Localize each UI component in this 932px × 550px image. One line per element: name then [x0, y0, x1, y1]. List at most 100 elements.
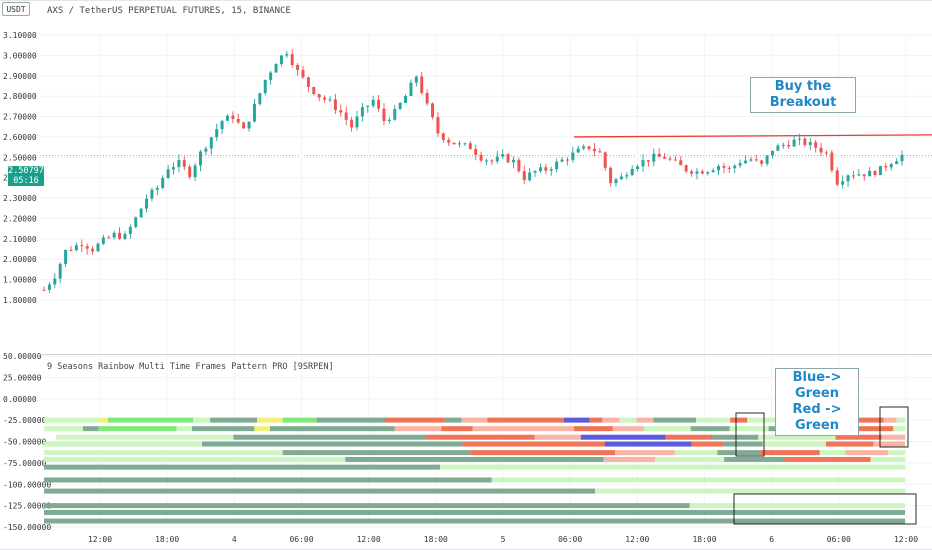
candle-body: [107, 237, 111, 239]
candle-body: [225, 115, 229, 121]
band-segment: [690, 426, 730, 432]
candle-body: [814, 142, 818, 148]
candle-body: [592, 148, 596, 152]
candle-body: [398, 103, 402, 109]
rainbow-bands: [44, 417, 905, 524]
candle-body: [182, 160, 186, 167]
candle-body: [101, 237, 105, 244]
candle-body: [560, 159, 564, 162]
candles: [42, 49, 904, 293]
candle-body: [139, 208, 143, 218]
breakout-callout: Buy the Breakout: [750, 77, 856, 113]
band-segment: [44, 477, 492, 483]
candle-body: [425, 92, 429, 104]
band-segment: [345, 456, 604, 462]
candle-body: [58, 263, 62, 279]
candle-body: [749, 159, 753, 161]
band-segment: [636, 417, 654, 423]
candle-body: [290, 54, 294, 66]
candle-body: [258, 93, 262, 104]
band-segment: [254, 426, 270, 432]
candle-body: [317, 94, 321, 98]
candle-body: [625, 175, 629, 177]
candle-body: [485, 160, 488, 162]
band-segment: [723, 441, 763, 447]
band-segment: [201, 441, 463, 447]
pane-separator[interactable]: [38, 354, 932, 355]
candle-body: [468, 143, 472, 150]
candle-body: [172, 167, 175, 170]
band-segment: [257, 417, 266, 423]
candle-body: [889, 164, 893, 168]
candle-body: [118, 232, 122, 239]
band-segment: [461, 417, 488, 423]
candle-body: [797, 138, 801, 140]
currency-badge[interactable]: USDT: [2, 2, 30, 16]
candle-body: [199, 151, 202, 166]
transition-line-2: Red -> Green: [792, 402, 842, 433]
time-tick-label: 5: [501, 535, 506, 544]
indicator-tick-label: 0.00000: [3, 395, 37, 404]
resistance-line: [573, 134, 932, 138]
candle-body: [706, 172, 710, 174]
band-segment: [210, 417, 258, 423]
candle-body: [598, 151, 602, 153]
candle-body: [431, 103, 435, 118]
candle-body: [479, 154, 483, 161]
price-tick-label: 2.80000: [3, 92, 37, 101]
time-tick-label: 12:00: [88, 535, 112, 544]
candle-body: [776, 145, 780, 151]
last-price-value: 2.50797: [8, 166, 44, 176]
time-tick-label: 12:00: [625, 535, 649, 544]
candle-body: [711, 170, 715, 173]
candle-body: [80, 245, 84, 247]
time-tick-label: 18:00: [424, 535, 448, 544]
candle-body: [161, 178, 165, 188]
indicator-tick-label: -25.00000: [3, 416, 47, 425]
candle-body: [350, 119, 354, 128]
candle-body: [765, 155, 769, 164]
highlight-box: [879, 406, 909, 448]
time-tick-label: 06:00: [558, 535, 582, 544]
candle-body: [128, 226, 132, 235]
band-segment: [462, 441, 605, 447]
candle-body: [614, 179, 618, 184]
candle-body: [544, 167, 548, 171]
candle-body: [522, 171, 526, 181]
candle-body: [808, 142, 812, 145]
band-segment: [835, 434, 882, 440]
candle-body: [145, 198, 149, 209]
candle-body: [878, 165, 882, 176]
candle-body: [123, 234, 127, 239]
band-segment: [696, 417, 731, 423]
band-segment: [573, 426, 613, 432]
candle-body: [441, 133, 445, 140]
candle-body: [824, 152, 828, 154]
candle-body: [787, 145, 791, 147]
candle-body: [166, 169, 170, 179]
candle-body: [830, 152, 834, 171]
candle-body: [312, 86, 316, 95]
candle-body: [112, 232, 116, 238]
indicator-tick-label: -100.00000: [3, 480, 51, 489]
candle-body: [91, 248, 95, 252]
candle-body: [603, 152, 607, 168]
candle-body: [134, 217, 138, 227]
band-segment: [107, 417, 194, 423]
candle-body: [673, 159, 677, 161]
band-segment: [44, 417, 100, 423]
band-segment: [44, 509, 905, 515]
band-segment: [44, 518, 905, 524]
candle-body: [652, 153, 656, 162]
candle-body: [533, 170, 537, 173]
band-segment: [269, 426, 395, 432]
candle-body: [555, 161, 559, 170]
band-segment: [444, 417, 462, 423]
band-segment: [619, 417, 637, 423]
price-tick-label: 2.70000: [3, 113, 37, 122]
candle-body: [495, 156, 499, 162]
band-segment: [491, 477, 905, 483]
band-segment: [896, 417, 905, 423]
indicator-tick-label: -50.00000: [3, 438, 47, 447]
